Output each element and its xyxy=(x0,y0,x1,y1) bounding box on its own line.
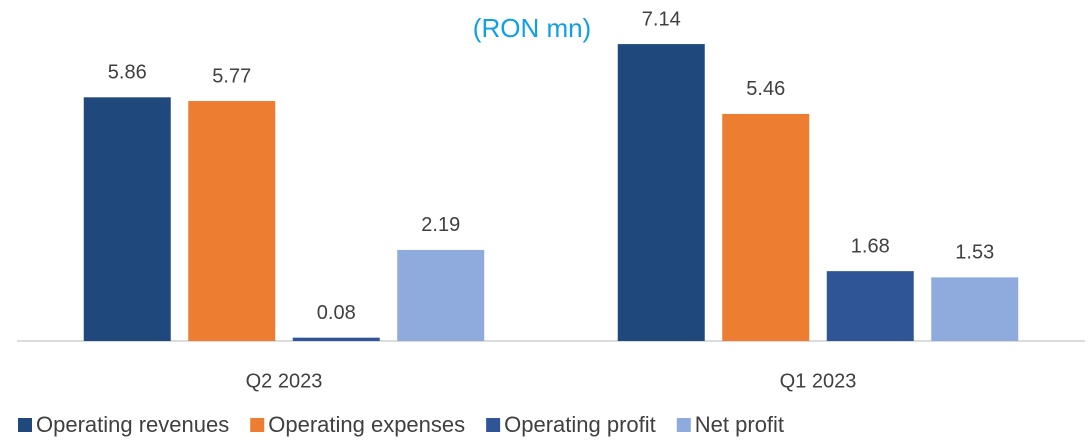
legend-label: Net profit xyxy=(695,412,784,437)
bar xyxy=(188,101,276,342)
chart-title: (RON mn) xyxy=(473,13,591,43)
x-tick-label: Q2 2023 xyxy=(246,370,323,392)
value-label: 7.14 xyxy=(642,8,681,30)
value-label: 5.46 xyxy=(746,78,785,100)
bar xyxy=(617,44,705,342)
legend-swatch xyxy=(486,418,501,432)
bar xyxy=(722,113,810,341)
value-label: 1.53 xyxy=(955,242,994,264)
bar xyxy=(826,271,914,341)
legend-swatch xyxy=(250,418,265,432)
value-label: 5.86 xyxy=(108,62,147,84)
bar xyxy=(397,249,485,341)
legend-label: Operating profit xyxy=(504,412,656,437)
value-label: 5.77 xyxy=(212,65,251,87)
bar xyxy=(931,277,1019,341)
value-label: 2.19 xyxy=(421,214,460,236)
legend-label: Operating revenues xyxy=(36,412,229,437)
value-label: 1.68 xyxy=(851,235,890,257)
legend-swatch xyxy=(18,418,32,432)
legend-label: Operating expenses xyxy=(268,412,465,437)
x-tick-label: Q1 2023 xyxy=(780,370,857,392)
value-label: 0.08 xyxy=(317,302,356,324)
bar xyxy=(292,337,380,341)
bar xyxy=(83,97,171,341)
legend-swatch xyxy=(676,418,691,432)
